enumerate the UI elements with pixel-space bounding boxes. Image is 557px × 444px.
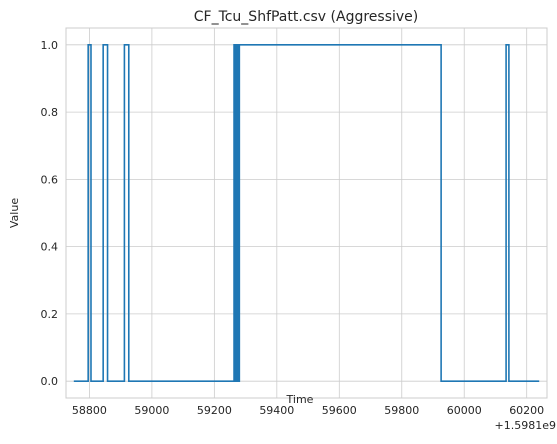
x-tick-labels: 58800 59000 59200 59400 59600 59800 60000 60200: [72, 404, 544, 417]
x-tick-label: 59400: [259, 404, 294, 417]
x-tick-label: 59200: [197, 404, 232, 417]
x-tick-label: 59600: [322, 404, 357, 417]
x-axis-label: Time: [286, 393, 314, 406]
y-tick-label: 1.0: [41, 39, 59, 52]
y-tick-label: 0.0: [41, 375, 59, 388]
series-line-0: [73, 44, 540, 382]
x-tick-label: 60000: [447, 404, 482, 417]
y-axis-label: Value: [8, 198, 21, 228]
y-tick-label: 0.4: [41, 241, 59, 254]
x-tick-label: 59000: [134, 404, 169, 417]
x-tick-label: 60200: [509, 404, 544, 417]
series-group: [73, 44, 540, 382]
grid-lines: [66, 28, 547, 398]
x-tick-label: 59800: [384, 404, 419, 417]
x-axis-offset-label: +1.5981e9: [495, 419, 556, 432]
chart-title: CF_Tcu_ShfPatt.csv (Aggressive): [194, 9, 419, 25]
y-tick-label: 0.8: [41, 106, 59, 119]
y-tick-label: 0.2: [41, 308, 59, 321]
y-tick-labels: 0.0 0.2 0.4 0.6 0.8 1.0: [41, 39, 59, 388]
y-tick-label: 0.6: [41, 173, 59, 186]
x-tick-label: 58800: [72, 404, 107, 417]
plot-frame: [65, 27, 548, 399]
